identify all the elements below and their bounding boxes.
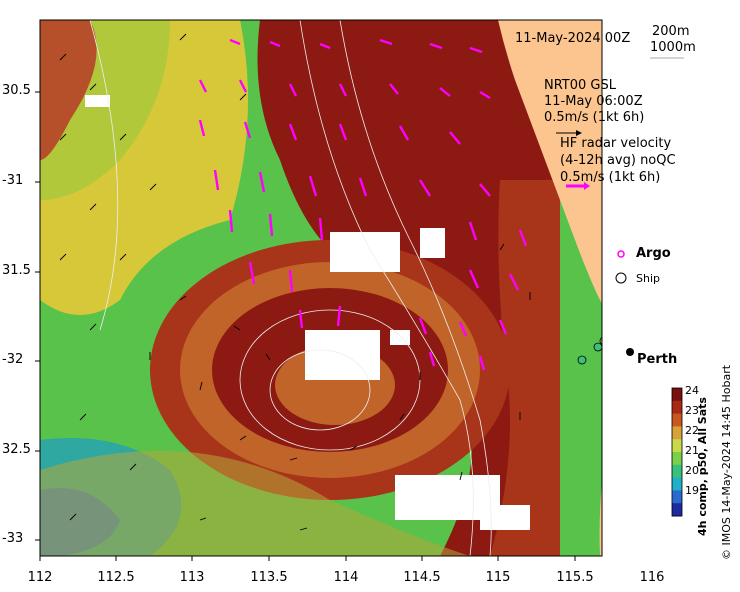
colorbar-swatch [672, 503, 682, 517]
date-label: 11-May-2024 00Z [515, 31, 631, 46]
hf-radar-arrows [198, 38, 528, 371]
cloud-cover [85, 95, 530, 530]
y-tick: 31.5 [2, 263, 31, 278]
colorbar-frame [671, 387, 683, 517]
colorbar-swatch [672, 439, 682, 453]
warm-fringe [40, 20, 97, 160]
radar-sub: (4-12h avg) noQC [560, 153, 676, 168]
credit-label: © IMOS 14-May-2024 14:45 Hobart [720, 364, 733, 560]
x-tick: 113 [179, 570, 205, 585]
x-tick: 115 [485, 570, 511, 585]
x-tick: 112 [27, 570, 53, 585]
colorbar-swatch [672, 452, 682, 466]
colorbar-tick: 19 [685, 484, 699, 497]
colorbar-tick: 21 [685, 444, 699, 457]
colorbar-label: 4h comp, p50, All Sats [696, 397, 709, 536]
colorbar-swatch [672, 490, 682, 504]
ship-positions [577, 337, 602, 365]
x-tick: 114.5 [403, 570, 441, 585]
x-tick: 116 [639, 570, 665, 585]
perth-marker [626, 348, 634, 356]
plot-frame [39, 19, 603, 557]
shelf-water [490, 180, 560, 556]
colorbar-swatch [672, 413, 682, 427]
land [498, 20, 602, 556]
model-scale: 0.5m/s (1kt 6h) [544, 110, 645, 125]
south-band [40, 450, 470, 556]
isobath-1000-label: 1000m [650, 40, 696, 55]
y-tick: -32 [2, 352, 24, 367]
radar-scale: 0.5m/s (1kt 6h) [560, 170, 661, 185]
model-time: 11-May 06:00Z [544, 94, 643, 109]
colorbar-tick: 22 [685, 424, 699, 437]
argo-marker [617, 250, 625, 258]
radar-scale-arrowhead [584, 182, 590, 190]
y-tick: 32.5 [2, 442, 31, 457]
colorbar-tick: 24 [685, 384, 699, 397]
axis-ticks [35, 91, 576, 561]
colorbar [672, 388, 682, 517]
colorbar-swatch [672, 426, 682, 440]
x-tick: 115.5 [556, 570, 594, 585]
colorbar-swatch [672, 388, 682, 402]
colorbar-swatch [672, 400, 682, 415]
radar-title: HF radar velocity [560, 136, 672, 151]
model-velocity-arrows [59, 33, 531, 531]
y-tick: 30.5 [2, 83, 31, 98]
ship-label: Ship [636, 272, 660, 285]
colorbar-swatch [672, 477, 682, 491]
x-tick: 114 [333, 570, 359, 585]
model-title: NRT00 GSL [544, 78, 616, 93]
argo-label: Argo [636, 246, 671, 261]
y-tick: -33 [2, 531, 24, 546]
colorbar-swatch [672, 464, 682, 479]
isobath-200-label: 200m [652, 24, 690, 39]
ship-marker [615, 272, 627, 284]
coastal-lakes [602, 398, 606, 406]
y-tick: -31 [2, 173, 24, 188]
x-tick: 112.5 [97, 570, 135, 585]
colorbar-tick: 23 [685, 404, 699, 417]
colorbar-tick: 20 [685, 464, 699, 477]
x-tick: 113.5 [250, 570, 288, 585]
isobath-lines [89, 20, 492, 556]
model-scale-arrowhead [576, 130, 582, 136]
city-label: Perth [637, 352, 678, 367]
